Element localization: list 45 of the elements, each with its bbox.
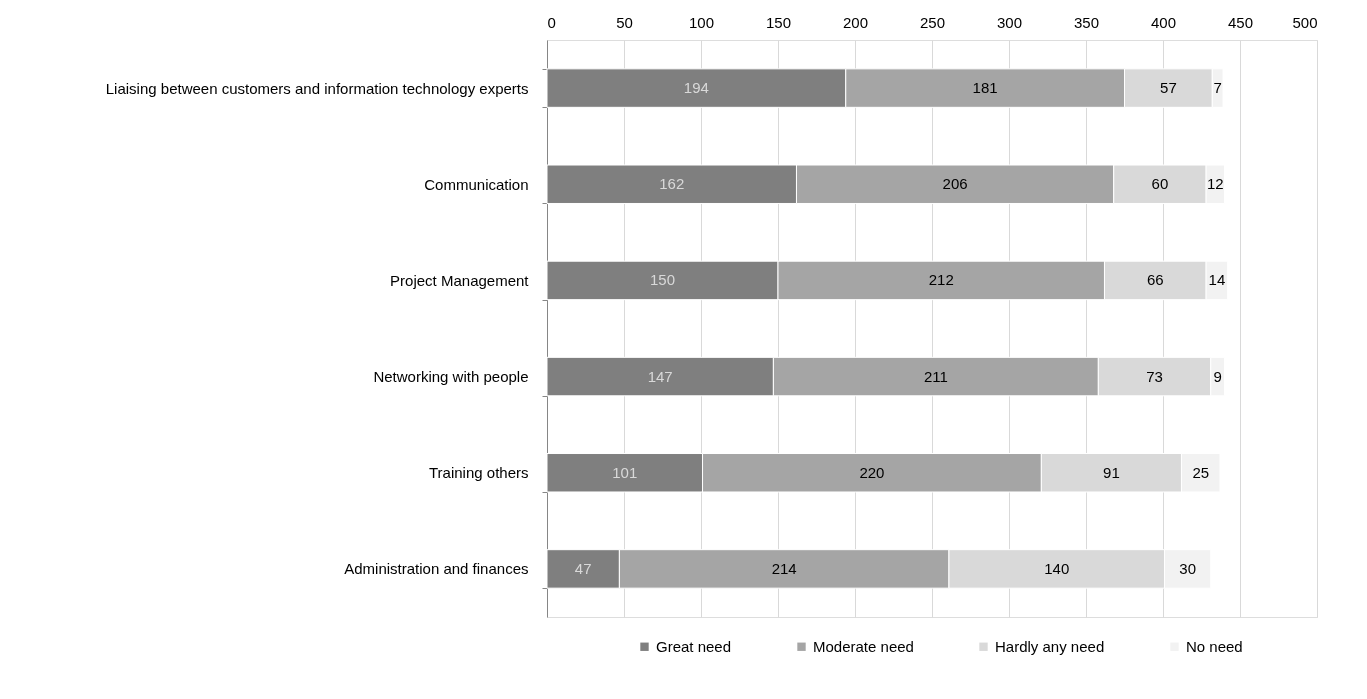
data-label: 212 [928, 271, 954, 289]
x-tick-label: 50 [616, 13, 633, 31]
x-tick-label: 500 [1292, 13, 1318, 31]
data-label: 140 [1044, 559, 1070, 577]
data-label: 162 [659, 175, 685, 193]
legend-label: Great need [656, 637, 732, 655]
legend-label: Hardly any need [995, 637, 1105, 655]
data-label: 57 [1160, 79, 1177, 97]
data-label: 60 [1151, 175, 1169, 193]
x-tick-label: 400 [1150, 13, 1177, 31]
y-tick-label: Administration and finances [344, 560, 529, 578]
data-label: 12 [1207, 175, 1224, 193]
data-label: 73 [1146, 367, 1163, 385]
data-label: 211 [923, 367, 948, 385]
x-tick-label: 300 [996, 13, 1023, 31]
x-tick-label: 450 [1227, 13, 1254, 31]
data-label: 47 [574, 559, 592, 577]
data-label: 181 [972, 79, 998, 97]
y-tick-label: Liaising between customers and information technology experts [105, 79, 529, 97]
y-tick-label: Networking with people [373, 368, 529, 386]
y-tick-label: Communication [424, 175, 529, 193]
data-label: 220 [859, 463, 885, 481]
y-tick-label: Project Management [390, 271, 530, 289]
data-label: 7 [1213, 79, 1222, 97]
data-label: 101 [612, 463, 638, 481]
y-tick-label: Training others [429, 464, 529, 482]
x-tick-label: 100 [688, 13, 715, 31]
data-label: 25 [1192, 463, 1210, 481]
legend-label: Moderate need [813, 637, 914, 655]
x-tick-label: 0 [547, 13, 556, 31]
data-label: 30 [1179, 559, 1196, 577]
x-tick-label: 250 [919, 13, 946, 31]
data-label: 9 [1213, 367, 1222, 385]
data-label: 147 [647, 367, 673, 385]
legend-label: No need [1186, 637, 1243, 655]
data-label: 91 [1103, 463, 1120, 481]
x-tick-label: 200 [842, 13, 869, 31]
data-label: 214 [771, 559, 797, 577]
data-label: 150 [649, 271, 676, 289]
data-label: 66 [1146, 271, 1164, 289]
x-tick-label: 150 [765, 13, 792, 31]
data-label: 14 [1208, 271, 1226, 289]
x-tick-label: 350 [1073, 13, 1100, 31]
data-label: 194 [683, 79, 709, 97]
data-label: 206 [942, 175, 968, 193]
